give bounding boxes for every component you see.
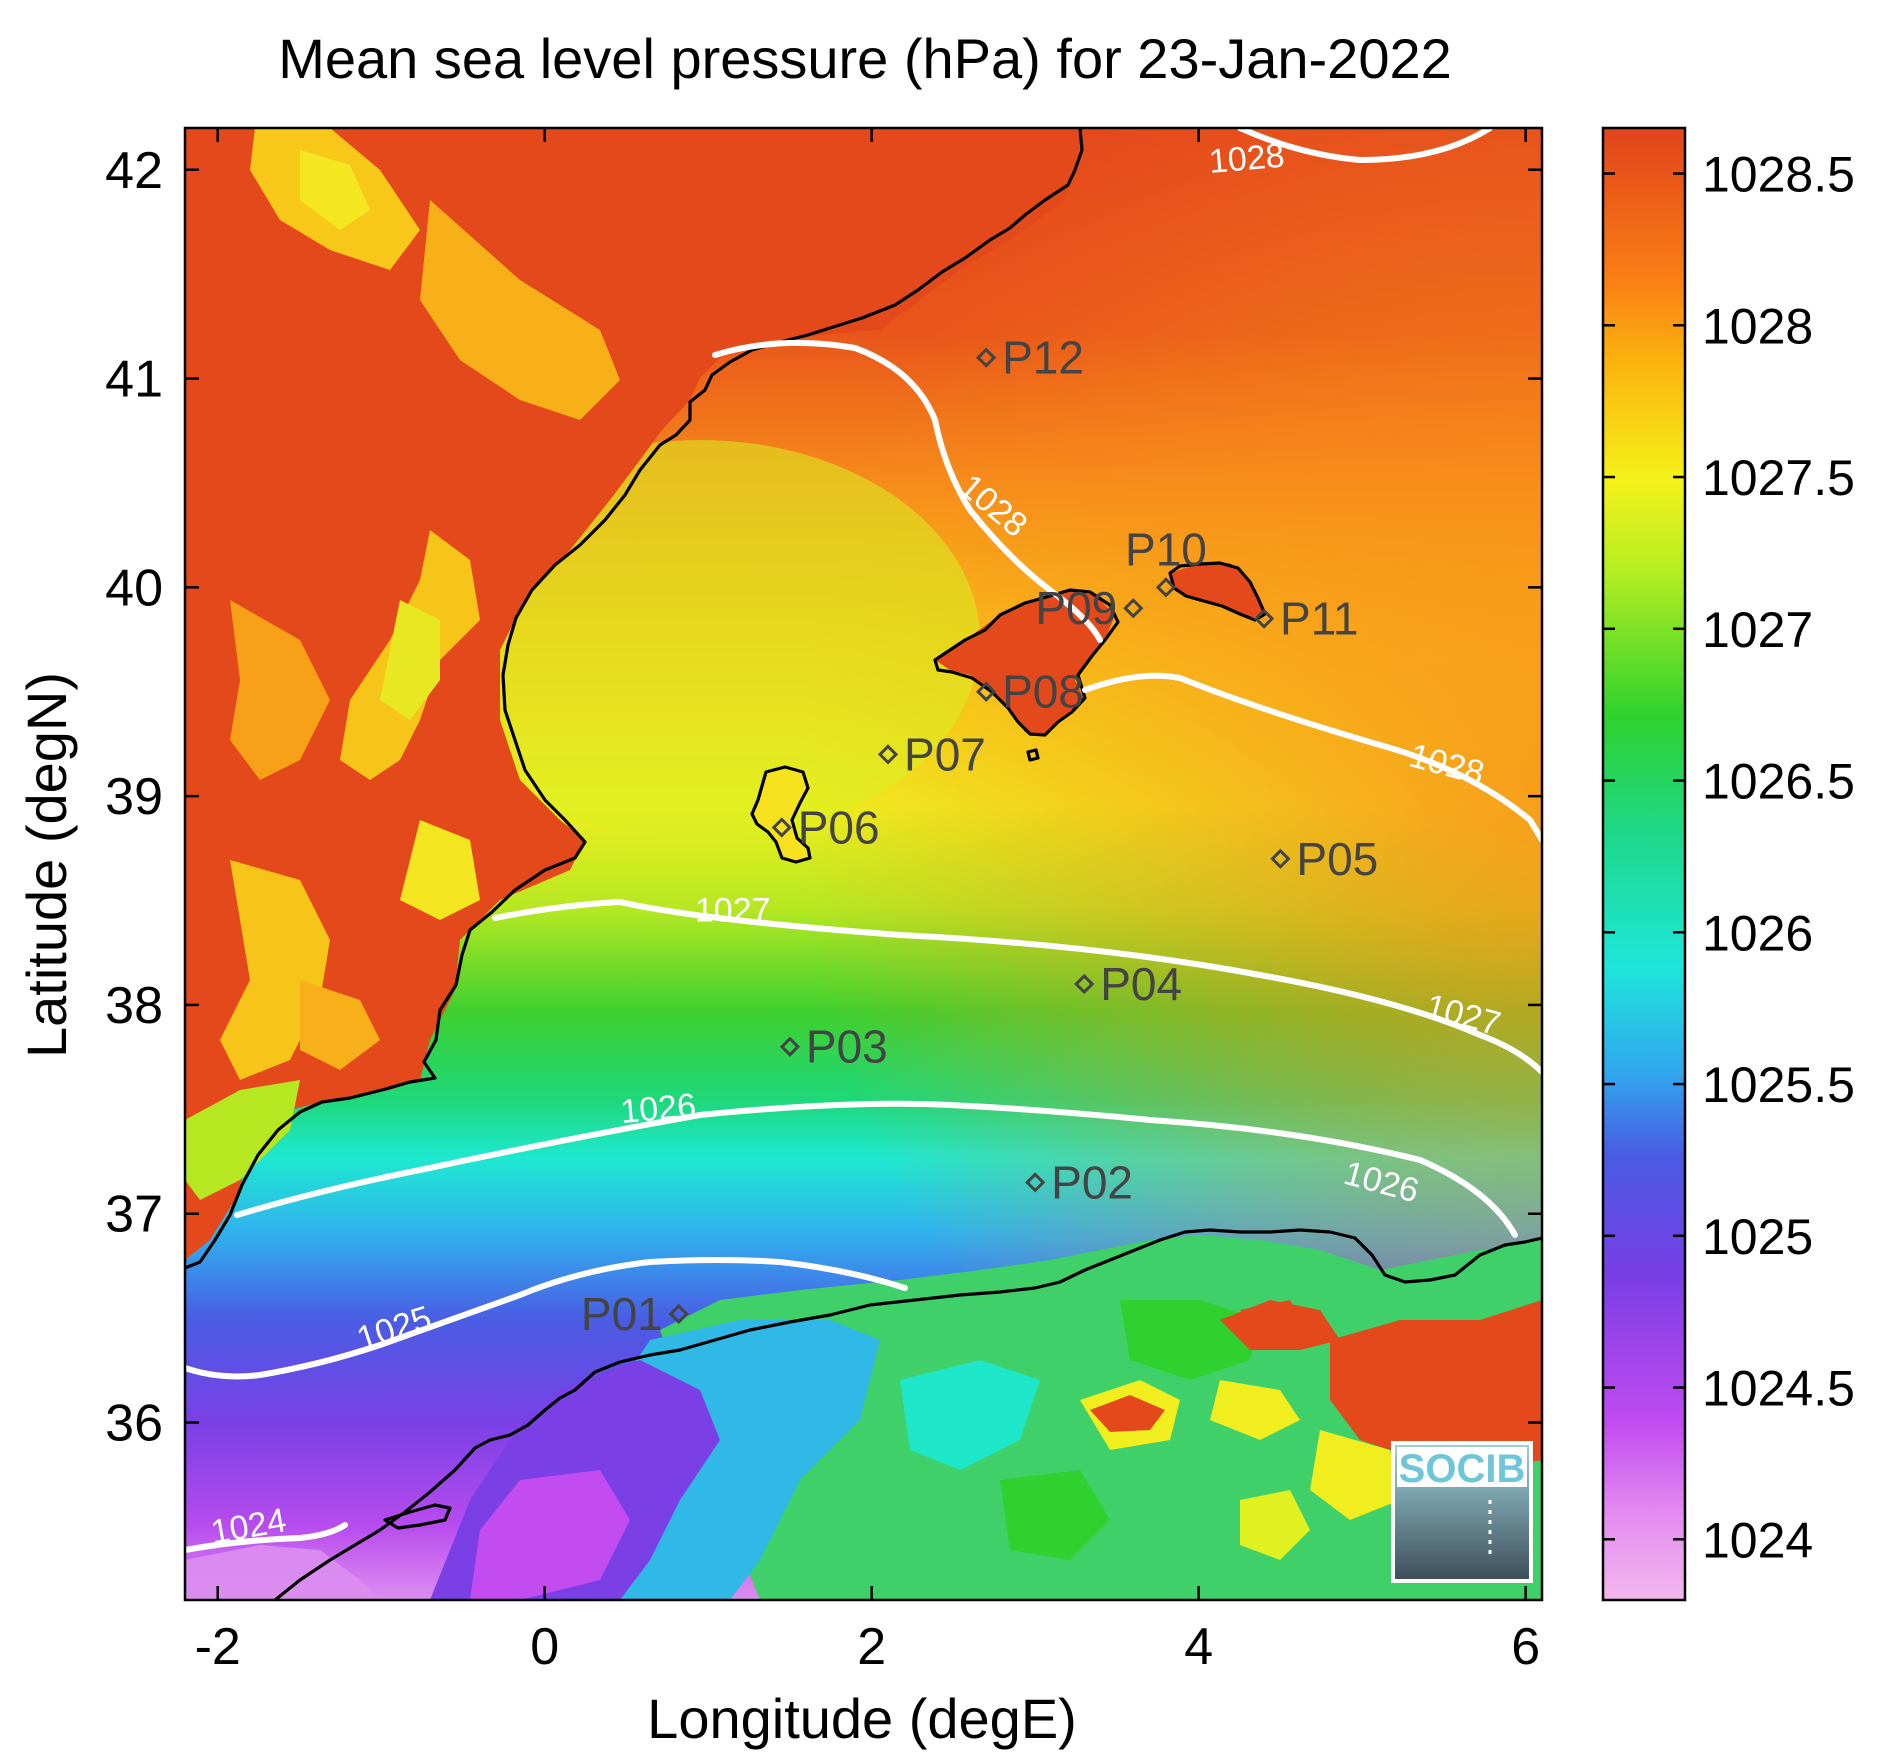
station-marker [668,1303,689,1325]
colorbar-ticks: 1024 1024.5 1025 1025.5 1026 1026.5 1027 1027.5… [1603,147,1855,1568]
colorbar-tick-label: 1024 [1702,1512,1813,1568]
isobars [185,128,1542,1553]
station-marker [1074,973,1095,995]
station-marker [1155,577,1177,598]
y-tick-label: 42 [105,142,163,200]
station-marker [877,744,899,765]
isobar-label: 1028 [1207,137,1286,181]
africa-coastline [274,1228,1542,1600]
y-axis-label: Latitude (degN) [15,672,78,1058]
mallorca-land [935,590,1115,735]
station-marker [771,817,792,838]
station-label: P12 [1002,332,1084,384]
menorca-coastline [1168,561,1267,622]
y-tick-label: 37 [105,1186,163,1244]
station-label: P06 [798,801,880,853]
colorbar-tick-label: 1028 [1702,298,1813,354]
isobar-1027 [492,898,1542,1075]
isobar-1026 [234,1100,1518,1238]
alboran-island-coastline [383,1503,452,1530]
x-axis-label: Longitude (degE) [647,1687,1077,1750]
station-label: P04 [1100,958,1182,1010]
x-tick-label: 6 [1511,1618,1540,1676]
menorca-land [1170,563,1265,618]
station-p02: P02 [1025,1156,1133,1208]
y-tick-label: 36 [105,1395,163,1453]
station-p10: P10 [1125,523,1207,598]
station-marker [779,1036,801,1057]
isobar-1028-central [712,339,1103,643]
colorbar-tick-label: 1027.5 [1702,450,1855,506]
x-tick-label: 0 [530,1618,559,1676]
socib-logo: SOCIB [1391,1441,1533,1583]
station-label: P10 [1125,523,1207,575]
station-label: P11 [1280,593,1358,645]
colorbar-gradient [1601,126,1687,1602]
station-label: P02 [1051,1156,1133,1208]
chart-title: Mean sea level pressure (hPa) for 23-Jan… [278,27,1452,90]
isobar-label: 1027 [695,891,771,929]
y-tick-label: 38 [105,977,163,1035]
station-p09: P09 [1035,582,1144,634]
isobar-1028-north [1237,128,1493,164]
ibiza-coastline [750,765,812,864]
station-p01: P01 [581,1288,689,1340]
station-label: P05 [1296,833,1378,885]
isobar-label: 1026 [619,1087,698,1131]
station-label: P03 [806,1021,888,1073]
socib-logo-text: SOCIB [1399,1447,1526,1491]
isobar-1028-east [1082,672,1542,843]
station-p12: P12 [975,332,1084,384]
station-label: P08 [1002,666,1084,718]
station-marker [1270,848,1291,869]
station-label: P09 [1035,582,1117,634]
isobar-1025 [185,1257,908,1380]
station-marker [1025,1172,1046,1193]
y-axis: 36 37 38 39 40 41 42 [105,142,1542,1453]
colorbar-tick-label: 1024.5 [1702,1361,1855,1417]
station-p07: P07 [877,728,986,780]
station-p04: P04 [1074,958,1182,1010]
iberia-coastline [185,128,1084,1270]
iberia-land [185,128,1080,1260]
station-marker [975,347,997,368]
station-p03: P03 [779,1021,888,1073]
x-tick-label: 2 [857,1618,886,1676]
colorbar-tick-label: 1027 [1702,602,1813,658]
station-p11: P11 [1253,593,1358,645]
y-tick-label: 41 [105,351,163,409]
y-tick-label: 39 [105,768,163,826]
station-p06: P06 [771,801,880,853]
x-tick-label: 4 [1184,1618,1213,1676]
cabrera-coastline [1026,748,1040,762]
colorbar-tick-label: 1026.5 [1702,754,1855,810]
iberia-highlands [185,128,620,1200]
x-axis: -2 0 2 4 6 [195,128,1540,1676]
y-tick-label: 40 [105,559,163,617]
plot-frame [183,126,1544,1602]
station-p05: P05 [1270,833,1378,885]
colorbar: 1024 1024.5 1025 1025.5 1026 1026.5 1027 1027.5… [1601,126,1855,1602]
colorbar-tick-label: 1028.5 [1702,147,1855,203]
colorbar-tick-label: 1025 [1702,1209,1813,1265]
colorbar-tick-label: 1025.5 [1702,1057,1855,1113]
station-label: P07 [904,728,986,780]
colorbar-tick-label: 1026 [1702,905,1813,961]
station-marker [975,681,997,702]
station-label: P01 [581,1288,663,1340]
north-africa-land [430,1235,1542,1600]
station-p08: P08 [975,666,1084,718]
station-marker [1253,608,1275,629]
station-marker [1123,598,1144,619]
isobar-1024 [185,1522,348,1553]
x-tick-label: -2 [195,1618,241,1676]
